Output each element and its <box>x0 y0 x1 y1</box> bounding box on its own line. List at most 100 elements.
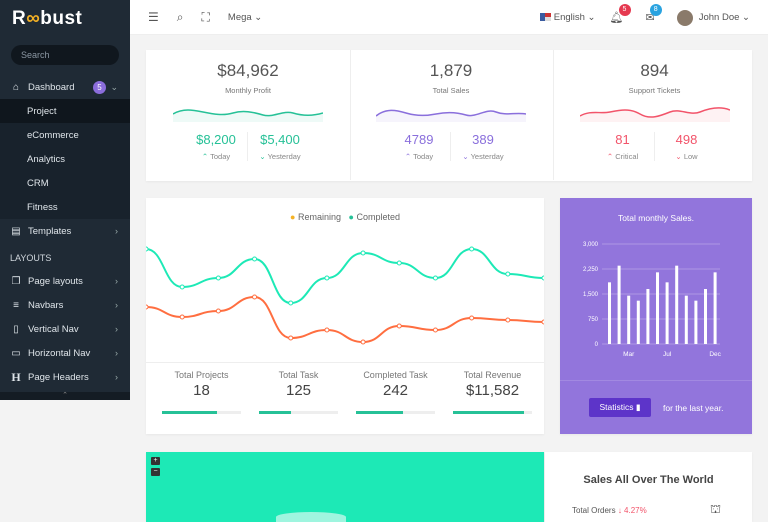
data-point[interactable] <box>288 300 294 306</box>
bar-jul[interactable] <box>665 282 669 344</box>
data-point[interactable] <box>179 284 185 290</box>
search-icon[interactable]: ⌕ <box>176 9 184 24</box>
sparkline <box>579 107 730 122</box>
zoom-in-button[interactable]: + <box>151 457 160 465</box>
logo[interactable]: R∞bust <box>12 8 83 29</box>
card-title: Sales All Over The World <box>583 474 714 486</box>
data-point[interactable] <box>396 260 402 266</box>
sidebar-item-fitness[interactable]: Fitness <box>27 201 58 213</box>
sub-label-text: Today <box>413 152 434 161</box>
data-point[interactable] <box>469 315 475 321</box>
data-point[interactable] <box>324 275 330 281</box>
kpi-progress <box>453 411 532 414</box>
menu-icon[interactable]: ☰ <box>148 10 159 24</box>
kpi-progress <box>162 411 241 414</box>
bar-oct[interactable] <box>694 300 698 344</box>
sidebar-item-horizontal-nav[interactable]: ▭ Horizontal Nav › <box>0 341 130 365</box>
sub-value: 4789 <box>404 132 434 147</box>
sub-label: ⌃ Today <box>387 152 451 161</box>
label: Page layouts <box>28 275 83 287</box>
kpi-value: $11,582 <box>465 382 520 399</box>
data-point[interactable] <box>215 275 221 281</box>
series-line-completed <box>146 247 544 305</box>
language-select[interactable]: English ⌄ <box>540 12 596 23</box>
bar-nov[interactable] <box>704 289 707 344</box>
legend-label: Remaining <box>297 212 341 222</box>
bar-sep[interactable] <box>684 295 688 344</box>
bar-mar[interactable] <box>627 295 631 344</box>
data-point[interactable] <box>146 304 149 310</box>
data-point[interactable] <box>469 246 475 252</box>
data-point[interactable] <box>505 317 511 323</box>
zoom-out-button[interactable]: − <box>151 468 160 476</box>
orders-change-value: 4.27% <box>624 506 647 515</box>
data-point[interactable] <box>360 339 366 345</box>
data-point[interactable] <box>432 275 438 281</box>
bar-jan[interactable] <box>608 282 611 344</box>
data-point[interactable] <box>432 327 438 333</box>
user-menu[interactable]: John Doe ⌄ <box>676 9 750 26</box>
chevron-up-icon: ⌃ <box>201 152 209 161</box>
data-point[interactable] <box>541 275 544 281</box>
data-point[interactable] <box>505 271 511 277</box>
horizontal-nav-icon: ▭ <box>11 347 21 359</box>
kpi-0: Total Projects 18 <box>154 370 249 414</box>
sidebar-item-templates[interactable]: ▤ Templates › <box>0 219 130 243</box>
sidebar-item-page-layouts[interactable]: ❐ Page layouts › <box>0 269 130 293</box>
data-point[interactable] <box>288 335 294 341</box>
sidebar-item-navbars[interactable]: ≡ Navbars › <box>0 293 130 317</box>
home-icon: ⌂ <box>12 81 20 93</box>
search-input[interactable]: Search <box>11 45 119 65</box>
data-point[interactable] <box>146 246 149 252</box>
data-point[interactable] <box>360 250 366 256</box>
button-label: Statistics <box>599 402 634 412</box>
y-tick-label: 3,000 <box>583 242 599 248</box>
data-point[interactable] <box>324 327 330 333</box>
fullscreen-icon[interactable]: ⛶ <box>201 9 210 24</box>
bar-apr[interactable] <box>636 300 640 344</box>
orders-label: Total Orders <box>572 506 616 515</box>
bar-feb[interactable] <box>617 265 621 344</box>
scroll-up-handle[interactable]: ⌃ <box>0 392 130 400</box>
data-point[interactable] <box>252 256 258 262</box>
legend-completed[interactable]: ● Completed <box>348 212 400 222</box>
kpi-value: 242 <box>382 382 409 399</box>
mega-menu[interactable]: Mega ⌄ <box>227 11 263 23</box>
kpi-value: 18 <box>193 382 210 399</box>
notifications-button[interactable]: 🔔︎ 5 <box>610 4 631 24</box>
sidebar-item-page-headers[interactable]: H Page Headers › <box>0 365 130 389</box>
message-badge: 8 <box>649 4 662 16</box>
sidebar-item-project[interactable]: Project <box>0 99 130 123</box>
chevron-right-icon: › <box>115 348 118 358</box>
data-point[interactable] <box>541 319 544 325</box>
world-map[interactable]: + − <box>146 452 544 522</box>
vertical-nav-icon: ▯ <box>13 323 19 335</box>
bar-dec[interactable] <box>713 272 717 344</box>
language-label: English <box>553 12 585 23</box>
kpi-value: 125 <box>285 382 312 399</box>
data-point[interactable] <box>396 323 402 329</box>
sub-value: 498 <box>675 132 698 147</box>
data-point[interactable] <box>215 308 221 314</box>
sidebar-item-dashboard[interactable]: ⌂ Dashboard 5 ⌄ <box>0 75 130 99</box>
sidebar-item-analytics[interactable]: Analytics <box>27 153 66 165</box>
chevron-down-icon: ⌄ <box>675 152 682 161</box>
data-point[interactable] <box>179 314 185 320</box>
chevron-down-icon: ⌄ <box>110 81 118 92</box>
statistics-button[interactable]: Statistics ▮ <box>589 398 651 417</box>
data-point[interactable] <box>252 294 258 300</box>
y-tick-label: 2,250 <box>583 267 599 273</box>
sidebar-item-vertical-nav[interactable]: ▯ Vertical Nav › <box>0 317 130 341</box>
sidebar-item-ecommerce[interactable]: eCommerce <box>27 129 79 141</box>
chevron-right-icon: › <box>115 372 118 382</box>
messages-button[interactable]: ✉ 8 <box>646 4 662 24</box>
bar-may[interactable] <box>646 289 650 344</box>
line-chart <box>146 246 544 345</box>
legend-remaining[interactable]: ● Remaining <box>290 212 341 222</box>
bar-aug[interactable] <box>675 265 679 344</box>
bar-jun[interactable] <box>656 272 659 344</box>
bars-icon: ≡ <box>13 299 19 311</box>
sidebar-item-crm[interactable]: CRM <box>27 177 49 189</box>
chart-legend: ● Remaining ● Completed <box>146 212 544 222</box>
kpi-label: Completed Task <box>363 370 428 380</box>
